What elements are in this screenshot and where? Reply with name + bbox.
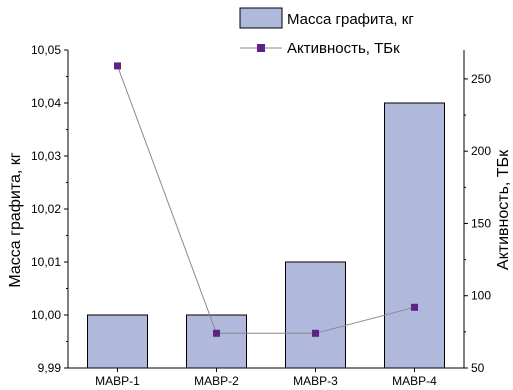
y2-tick-label: 150	[471, 216, 491, 230]
activity-series	[114, 62, 418, 336]
legend-bar-label: Масса графита, кг	[287, 11, 414, 28]
activity-line	[118, 66, 415, 333]
x-tick-label: МАВР-4	[392, 374, 437, 388]
y-tick-label: 10,02	[31, 202, 61, 216]
y2-axis-title: Активность, ТБк	[495, 149, 512, 270]
y-tick-label: 10,04	[31, 96, 61, 110]
y-tick-label: 10,00	[31, 308, 61, 322]
y-tick-label: 9,99	[38, 361, 62, 375]
y2-tick-label: 200	[471, 144, 491, 158]
activity-point-4	[411, 304, 418, 311]
x-tick-label: МАВР-2	[194, 374, 239, 388]
legend-marker-swatch	[257, 44, 265, 52]
bar-1	[88, 315, 148, 368]
y-axis-title: Масса графита, кг	[7, 152, 24, 287]
x-tick-label: МАВР-3	[293, 374, 338, 388]
bar-4	[385, 103, 445, 368]
legend-bar-swatch	[240, 8, 282, 28]
bar-2	[187, 315, 247, 368]
x-tick-label: МАВР-1	[95, 374, 140, 388]
y-tick-label: 10,05	[31, 43, 61, 57]
y2-tick-label: 100	[471, 289, 491, 303]
activity-point-2	[213, 330, 220, 337]
legend: Масса графита, кг Активность, ТБк	[240, 8, 414, 57]
activity-point-3	[312, 330, 319, 337]
y-tick-label: 10,01	[31, 255, 61, 269]
y2-tick-label: 50	[471, 361, 485, 375]
y2-tick-label: 250	[471, 72, 491, 86]
bar-3	[286, 262, 346, 368]
legend-line-label: Активность, ТБк	[287, 40, 400, 57]
bars	[88, 103, 445, 368]
activity-point-1	[114, 62, 121, 69]
y-tick-label: 10,03	[31, 149, 61, 163]
